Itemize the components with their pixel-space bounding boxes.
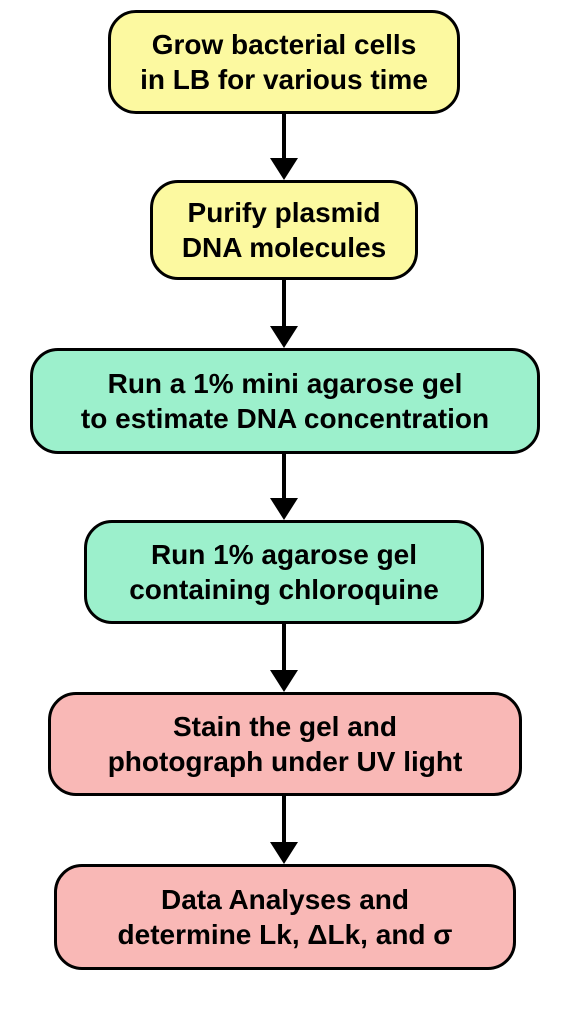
- flow-node-label: Data Analyses anddetermine Lk, ΔLk, and …: [118, 882, 453, 952]
- flow-node-label: Stain the gel andphotograph under UV lig…: [108, 709, 463, 779]
- flow-node-label: Grow bacterial cellsin LB for various ti…: [140, 27, 428, 97]
- flow-arrow: [270, 624, 298, 692]
- flow-arrow: [270, 796, 298, 864]
- arrow-head-icon: [270, 498, 298, 520]
- arrow-head-icon: [270, 670, 298, 692]
- arrow-head-icon: [270, 326, 298, 348]
- arrow-shaft: [282, 624, 286, 672]
- arrow-shaft: [282, 280, 286, 328]
- flow-node-label: Run a 1% mini agarose gelto estimate DNA…: [81, 366, 489, 436]
- flow-arrow: [270, 454, 298, 520]
- arrow-shaft: [282, 796, 286, 844]
- flow-node-label: Run 1% agarose gelcontaining chloroquine: [129, 537, 439, 607]
- flow-arrow: [270, 280, 298, 348]
- arrow-shaft: [282, 114, 286, 160]
- flow-node-n6: Data Analyses anddetermine Lk, ΔLk, and …: [54, 864, 516, 970]
- flow-node-n2: Purify plasmidDNA molecules: [150, 180, 418, 280]
- arrow-shaft: [282, 454, 286, 500]
- flow-node-n1: Grow bacterial cellsin LB for various ti…: [108, 10, 460, 114]
- flow-arrow: [270, 114, 298, 180]
- arrow-head-icon: [270, 158, 298, 180]
- arrow-head-icon: [270, 842, 298, 864]
- flowchart-canvas: Grow bacterial cellsin LB for various ti…: [0, 0, 568, 1020]
- flow-node-n5: Stain the gel andphotograph under UV lig…: [48, 692, 522, 796]
- flow-node-n3: Run a 1% mini agarose gelto estimate DNA…: [30, 348, 540, 454]
- flow-node-label: Purify plasmidDNA molecules: [182, 195, 386, 265]
- flow-node-n4: Run 1% agarose gelcontaining chloroquine: [84, 520, 484, 624]
